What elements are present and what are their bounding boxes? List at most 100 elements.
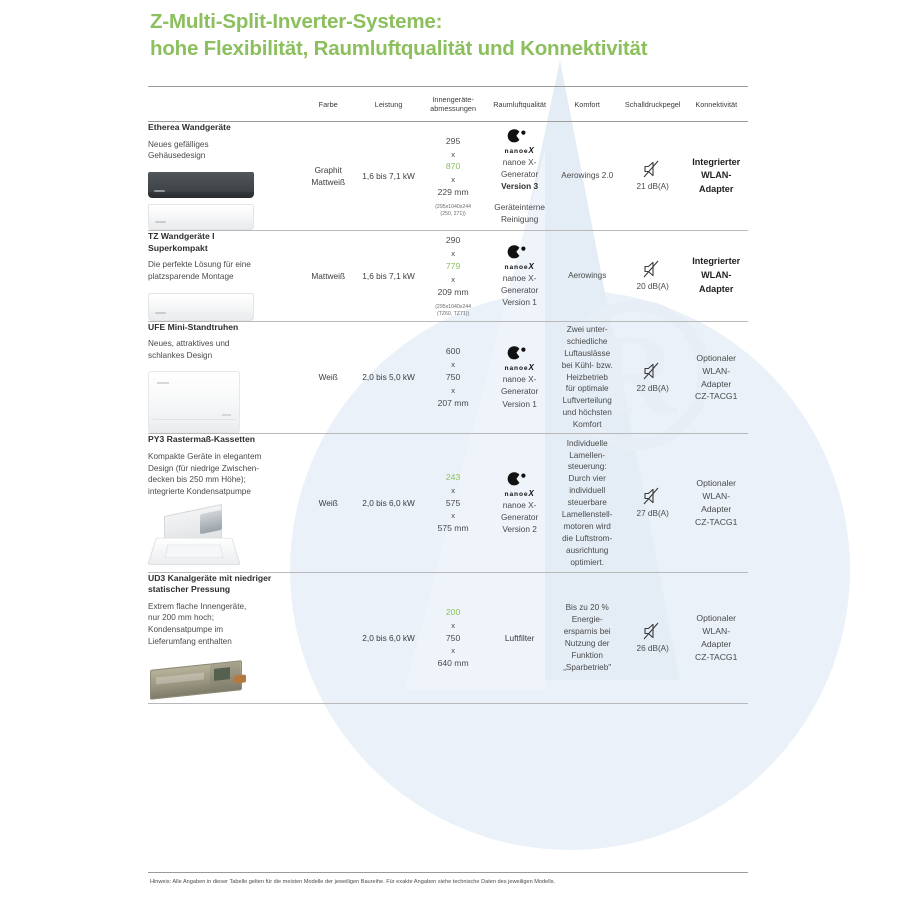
product-image-wrap (148, 172, 300, 231)
dimension-note-line1: (295x1040x244 (435, 204, 471, 211)
konnekt-line1: Optionaler (696, 478, 737, 489)
header-schalldruckpegel: Schalldruckpegel (624, 99, 681, 109)
nanoe-line2: Generator (500, 284, 539, 295)
header-abmessungen-line2: abmessungen (430, 104, 476, 114)
abmessungen-cell: 243 x 575 x 575 mm (420, 434, 486, 572)
table-body: Etherea Wandgeräte Neues gefälliges Gehäus… (147, 122, 748, 704)
dimension-height: 779 (445, 261, 461, 272)
text-line: Luftverteilung (562, 396, 612, 406)
header-abmessungen-line1: Innengeräte- (432, 95, 474, 104)
nanoe-wordmark: nanoeX (504, 261, 535, 271)
komfort-text: Bis zu 20 % Energie-ersparnis bei Nutzung … (553, 602, 621, 673)
nanoe-block: nanoeX nanoe X- Generator Version 2 (486, 471, 554, 535)
konnektivitaet-cell: Optionaler WLAN- Adapter CZ-TACG1 (684, 321, 748, 434)
text-line: Etherea Wandgeräte (148, 122, 231, 133)
komfort-cell: Aerowings (553, 231, 621, 321)
komfort-cell: Individuelle Lamellen-steuerung: Durch vie… (553, 434, 621, 572)
text-line: UFE Mini-Standtruhen (148, 321, 239, 332)
nanoe-block: nanoeX nanoe X- Generator Version 3 Gerätein… (486, 128, 554, 225)
nanoe-x-icon: nanoeX (500, 471, 540, 498)
nanoe-line2: Generator (500, 512, 539, 522)
product-cell: Etherea Wandgeräte Neues gefälliges Gehäus… (148, 122, 300, 231)
konnektivitaet-text: Optionaler WLAN- Adapter CZ-TACG1 (684, 612, 748, 664)
text-line: Durch vier (568, 474, 606, 484)
product-image-wrap (148, 657, 300, 703)
konnekt-line2: WLAN- (701, 270, 732, 280)
product-name: PY3 Rastermaß-Kassetten (148, 434, 300, 446)
text-line: ausrichtung (566, 545, 609, 555)
product-image-wrap (148, 292, 300, 321)
text-line: „Sparbetrieb" (563, 662, 612, 672)
dimension-height: 870 (445, 161, 461, 172)
konnekt-line3: Adapter (699, 183, 734, 194)
nanoe-line1: nanoe X- (502, 374, 537, 385)
konnektivitaet-text: Integrierter WLAN- Adapter (684, 255, 748, 296)
abmessungen-cell: 290 x 779 x 209 mm (295x1040x244 (TZ60, TZ71)) (420, 231, 486, 321)
text-line: Individuelle (566, 438, 608, 448)
header-komfort: Komfort (574, 99, 600, 109)
konnekt-line4: CZ-TACG1 (695, 651, 738, 662)
konnekt-line2: WLAN- (702, 491, 731, 502)
product-desc-line: Gehäusedesign (148, 151, 206, 161)
nanoe-line1: nanoe X- (502, 272, 537, 283)
text-line: Heizbetrieb (566, 372, 608, 382)
dimension-depth: 229 mm (437, 187, 469, 198)
dimension-width: 243 (445, 471, 461, 482)
dimension-width: 200 (445, 606, 461, 617)
konnektivitaet-cell: Optionaler WLAN- Adapter CZ-TACG1 (684, 434, 748, 572)
text-line: UD3 Kanalgeräte mit niedriger (148, 572, 272, 583)
schall-value: 20 dB(A) (636, 281, 669, 291)
product-desc-line: Extrem flache Innengeräte, (148, 601, 247, 611)
product-description: Neues, attraktives und schlankes Design (148, 338, 300, 361)
raumluft-extra-line2: Reinigung (500, 213, 539, 224)
konnekt-line2: WLAN- (702, 365, 731, 376)
konnekt-line1: Integrierter (692, 256, 741, 267)
dimension-stack: 243 x 575 x 575 mm (420, 471, 486, 535)
header-raumluftqualitaet: Raumluftqualität (493, 99, 546, 109)
raumluft-plain-value: Luftfilter (504, 632, 535, 643)
farbe-cell: Graphit Mattweiß (300, 122, 357, 231)
konnekt-line1: Integrierter (692, 156, 741, 167)
dimension-depth: 575 mm (437, 523, 469, 534)
product-comparison-table: Farbe Leistung Innengeräte- abmessungen … (147, 86, 748, 704)
konnekt-line3: Adapter (701, 378, 732, 389)
dimension-depth: 640 mm (437, 658, 469, 669)
farbe-cell (300, 572, 357, 704)
komfort-text: Aerowings 2.0 (553, 170, 621, 182)
schall-value: 26 dB(A) (636, 644, 669, 654)
schalldruckpegel-cell: 20 dB(A) (621, 231, 684, 321)
leistung-cell: 2,0 bis 6,0 kW (357, 572, 420, 704)
dimension-note-line1: (295x1040x244 (435, 303, 471, 310)
text-line: Nutzung der (564, 638, 610, 648)
dimension-note-line2: (250, 271)) (440, 210, 466, 217)
abmessungen-cell: 200 x 750 x 640 mm (420, 572, 486, 704)
komfort-cell: Zwei unter-schiedliche Luftauslässe bei Kü… (553, 321, 621, 434)
leistung-cell: 1,6 bis 7,1 kW (357, 122, 420, 231)
text-line: Bis zu 20 % (565, 603, 609, 613)
farbe-cell: Mattweiß (300, 231, 357, 321)
text-line: motoren wird (563, 521, 611, 531)
komfort-text: Aerowings (553, 270, 621, 282)
product-desc-line: Neues gefälliges (148, 139, 209, 149)
schalldruckpegel-cell: 27 dB(A) (621, 434, 684, 572)
product-desc-line: Kondensatpumpe im (148, 625, 224, 635)
text-line: ersparnis bei (563, 627, 611, 637)
header-farbe: Farbe (318, 99, 338, 109)
nanoe-block: nanoeX nanoe X- Generator Version 1 (486, 345, 554, 409)
table-header-row: Farbe Leistung Innengeräte- abmessungen … (148, 86, 748, 122)
komfort-text: Zwei unter-schiedliche Luftauslässe bei Kü… (553, 324, 621, 431)
table-row: TZ Wandgeräte I Superkompakt Die perfekte … (148, 231, 748, 322)
leistung-value: 2,0 bis 5,0 kW (362, 372, 415, 383)
leistung-value: 2,0 bis 6,0 kW (362, 498, 415, 508)
dimension-note-line2: (TZ60, TZ71)) (436, 310, 470, 317)
text-line: für optimale (565, 384, 609, 394)
konnektivitaet-cell: Integrierter WLAN- Adapter (684, 122, 748, 231)
table-row: UFE Mini-Standtruhen Neues, attraktives u… (148, 321, 748, 434)
text-line: PY3 Rastermaß-Kassetten (148, 434, 255, 445)
leistung-cell: 1,6 bis 7,1 kW (357, 231, 420, 321)
nanoe-version: Version 3 (501, 180, 539, 191)
dimension-width: 290 (445, 235, 461, 246)
text-line: Komfort (572, 420, 602, 430)
product-desc-line: nur 200 mm hoch; (148, 613, 214, 623)
text-line: optimiert. (570, 557, 605, 567)
